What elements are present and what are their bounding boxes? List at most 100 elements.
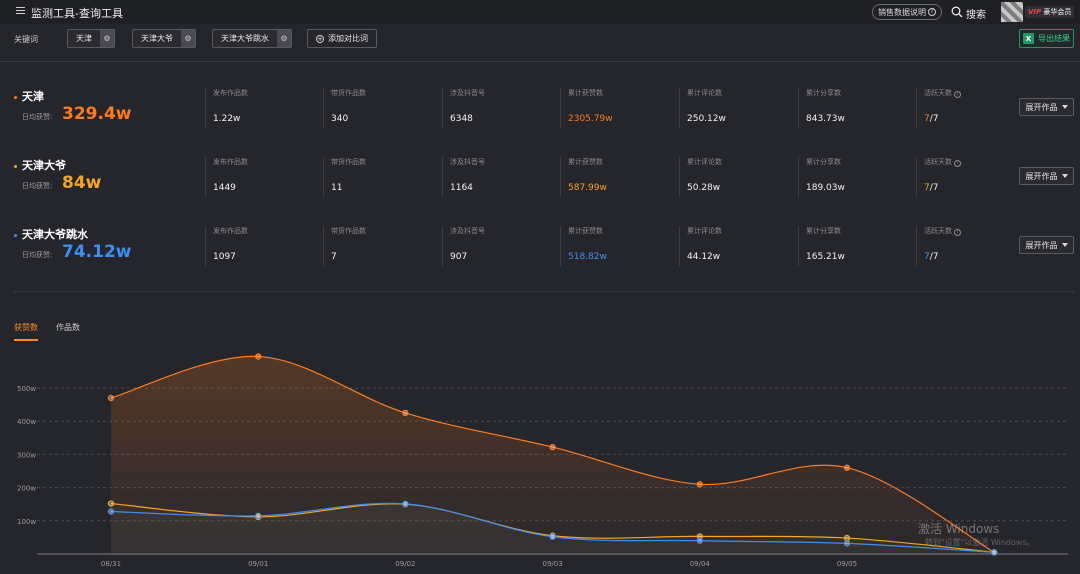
windows-watermark-sub: 转到"设置"以激活 Windows。 <box>925 538 1035 547</box>
section-divider <box>14 291 1074 292</box>
stat-accounts: 涉及抖音号 1164 <box>442 157 560 197</box>
avg-likes-label: 日均获赞: <box>22 113 53 121</box>
chevron-down-icon <box>1061 105 1068 109</box>
tab-works[interactable]: 作品数 <box>56 323 80 332</box>
series-line <box>110 502 995 553</box>
x-tick-label: 09/03 <box>543 560 563 568</box>
sales-data-help-button[interactable]: 销售数据说明 ? <box>872 4 942 20</box>
series-line <box>110 502 995 553</box>
x-tick-label: 09/01 <box>248 560 268 568</box>
data-point <box>549 533 556 540</box>
data-point <box>843 534 851 542</box>
data-point <box>255 353 262 360</box>
expand-works-button[interactable]: 展开作品 <box>1019 167 1074 185</box>
data-point <box>991 549 998 556</box>
stat-active-days: 活跃天数 i 7/7 <box>916 226 1034 266</box>
help-label: 销售数据说明 <box>878 7 926 17</box>
data-point <box>843 464 851 471</box>
keyword-chip[interactable]: 天津大爷跳水 ⚙ <box>212 29 292 48</box>
stat-accounts: 涉及抖音号 907 <box>442 226 560 266</box>
avatar[interactable] <box>1001 2 1023 22</box>
y-tick-label: 500w <box>17 385 36 393</box>
stat-selling: 带货作品数 11 <box>323 157 441 197</box>
stat-published: 发布作品数 1.22w <box>205 88 323 128</box>
tab-likes[interactable]: 获赞数 <box>14 322 38 341</box>
stat-comments: 累计评论数 250.12w <box>679 88 797 128</box>
keyword-row-tianjin-daye-tiaoshui: 天津大爷跳水 日均获赞: 74.12w 发布作品数 1097 带货作品数 7 涉及抖… <box>0 226 1080 286</box>
expand-works-button[interactable]: 展开作品 <box>1019 98 1074 116</box>
x-tick-label: 09/05 <box>837 560 857 568</box>
data-point <box>107 508 115 515</box>
stat-published: 发布作品数 1097 <box>205 226 323 266</box>
avg-likes-value: 84w <box>62 173 102 193</box>
info-icon: i <box>954 229 962 236</box>
info-icon: i <box>954 160 962 167</box>
search-icon[interactable] <box>951 6 963 18</box>
question-icon: ? <box>928 8 936 16</box>
plus-circle-icon: + <box>316 34 324 43</box>
keyword-name: 天津大爷跳水 <box>14 226 88 242</box>
stat-shares: 累计分享数 843.73w <box>798 88 916 128</box>
avg-likes-label: 日均获赞: <box>22 182 53 190</box>
gear-icon[interactable]: ⚙ <box>100 30 114 47</box>
search-label[interactable]: 搜索 <box>966 10 986 21</box>
y-tick-label: 300w <box>17 451 36 459</box>
menu-icon[interactable] <box>16 7 25 15</box>
keyword-row-tianjin-daye: 天津大爷 日均获赞: 84w 发布作品数 1449 带货作品数 11 涉及抖音号 11… <box>0 157 1080 217</box>
data-point <box>402 409 409 417</box>
x-tick-label: 08/31 <box>101 560 121 568</box>
avg-likes-label: 日均获赞: <box>22 251 53 259</box>
windows-watermark: 激活 Windows <box>918 522 1000 536</box>
data-point <box>549 443 556 451</box>
keyword-label: 关键词 <box>14 35 38 44</box>
keyword-row-tianjin: 天津 日均获赞: 329.4w 发布作品数 1.22w 带货作品数 340 涉及抖音… <box>0 88 1080 148</box>
stat-active-days: 活跃天数 i 7/7 <box>916 88 1034 128</box>
x-tick-label: 09/02 <box>395 560 415 568</box>
data-point <box>107 500 115 507</box>
data-point <box>696 533 704 540</box>
x-tick-label: 09/04 <box>690 560 711 568</box>
y-tick-label: 200w <box>17 485 36 493</box>
excel-icon: X <box>1023 33 1034 44</box>
keyword-chip[interactable]: 天津 ⚙ <box>67 29 115 48</box>
data-point <box>696 481 704 488</box>
series-area <box>111 503 995 554</box>
chevron-down-icon <box>1061 174 1068 178</box>
chevron-down-icon <box>1061 243 1068 247</box>
stat-active-days: 活跃天数 i 7/7 <box>916 157 1034 197</box>
vip-badge: VIP 豪华会员 <box>1025 6 1075 18</box>
data-point <box>843 540 851 547</box>
avg-likes-value: 74.12w <box>62 242 132 262</box>
info-icon: i <box>954 91 962 98</box>
stat-selling: 带货作品数 340 <box>323 88 441 128</box>
keyword-bar: 关键词 天津 ⚙ 天津大爷 ⚙ 天津大爷跳水 ⚙ + 添加对比词 X 导出结果 <box>0 24 1080 62</box>
avg-likes-value: 329.4w <box>62 104 132 124</box>
add-compare-keyword-button[interactable]: + 添加对比词 <box>307 29 377 48</box>
stat-likes: 累计获赞数 587.99w <box>560 157 678 197</box>
likes-trend-chart: 100w 200w 300w 400w 500w 08/31 09/01 09/02 09/03… <box>17 353 1068 568</box>
keyword-chip[interactable]: 天津大爷 ⚙ <box>132 29 196 48</box>
y-tick-label: 400w <box>17 418 36 426</box>
gear-icon[interactable]: ⚙ <box>277 30 291 47</box>
stat-published: 发布作品数 1449 <box>205 157 323 197</box>
export-button[interactable]: X 导出结果 <box>1019 29 1074 48</box>
keyword-name: 天津大爷 <box>14 157 66 173</box>
y-tick-label: 100w <box>17 518 36 526</box>
data-point <box>402 500 409 508</box>
top-bar: 监测工具-查询工具 销售数据说明 ? 搜索 VIP 豪华会员 <box>0 0 1080 24</box>
app-title: 监测工具-查询工具 <box>31 7 123 20</box>
stat-shares: 累计分享数 189.03w <box>798 157 916 197</box>
stat-likes: 累计获赞数 518.82w <box>560 226 678 266</box>
expand-works-button[interactable]: 展开作品 <box>1019 236 1074 254</box>
gear-icon[interactable]: ⚙ <box>181 30 195 47</box>
stat-accounts: 涉及抖音号 6348 <box>442 88 560 128</box>
data-point <box>255 512 262 520</box>
data-point <box>107 394 115 402</box>
stat-shares: 累计分享数 165.21w <box>798 226 916 266</box>
stat-comments: 累计评论数 44.12w <box>679 226 797 266</box>
stat-likes: 累计获赞数 2305.79w <box>560 88 678 128</box>
stat-comments: 累计评论数 50.28w <box>679 157 797 197</box>
series-line <box>110 355 995 553</box>
stat-selling: 带货作品数 7 <box>323 226 441 266</box>
keyword-name: 天津 <box>14 88 44 104</box>
